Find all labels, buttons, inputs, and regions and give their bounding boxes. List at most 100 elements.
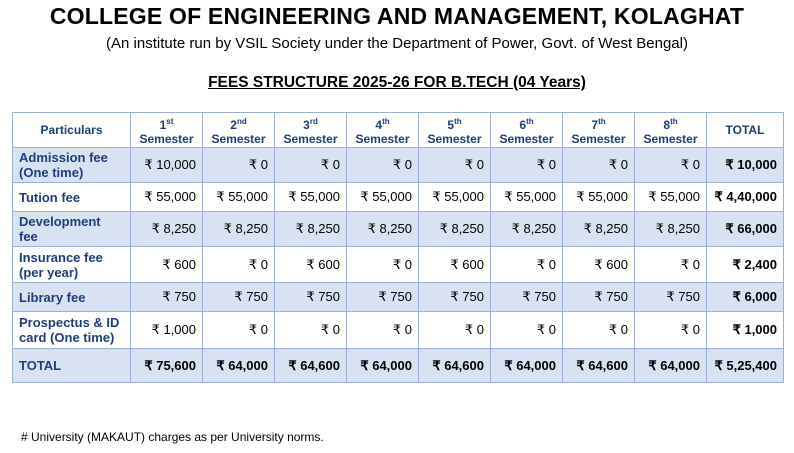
fee-cell: ₹ 0 — [346, 311, 419, 349]
fee-cell: ₹ 750 — [346, 282, 419, 312]
table-row: Admission fee (One time) ₹ 10,000 ₹ 0 ₹ 0 ₹ 0… — [12, 147, 784, 183]
semester-ordinal: th — [454, 116, 462, 126]
row-label-line: fee — [19, 229, 38, 244]
row-label-line: card (One time) — [19, 330, 115, 345]
fee-cell: ₹ 55,000 — [490, 182, 563, 212]
footnote: # University (MAKAUT) charges as per Uni… — [21, 430, 324, 444]
fee-cell: ₹ 0 — [202, 147, 275, 183]
semester-word: Semester — [499, 131, 554, 146]
fee-cell: ₹ 55,000 — [346, 182, 419, 212]
semester-ordinal: nd — [236, 116, 247, 126]
table-row: Tution fee ₹ 55,000 ₹ 55,000 ₹ 55,000 ₹ 55,0… — [12, 182, 784, 212]
fee-cell: ₹ 750 — [562, 282, 635, 312]
fee-cell: ₹ 750 — [274, 282, 347, 312]
total-row: TOTAL ₹ 75,600 ₹ 64,000 ₹ 64,600 ₹ 64,000 ₹ 6… — [12, 348, 784, 383]
fee-cell: ₹ 0 — [562, 311, 635, 349]
row-label: Library fee — [12, 282, 131, 312]
table-row: Development fee ₹ 8,250 ₹ 8,250 ₹ 8,250 ₹ 8,2… — [12, 211, 784, 247]
semester-ordinal: st — [166, 116, 174, 126]
row-label-line: Library fee — [19, 289, 86, 305]
row-label: Admission fee (One time) — [12, 147, 131, 183]
fee-cell: ₹ 8,250 — [346, 211, 419, 247]
row-total: ₹ 4,40,000 — [706, 182, 784, 212]
fee-cell: ₹ 0 — [418, 147, 491, 183]
table-row: Library fee ₹ 750 ₹ 750 ₹ 750 ₹ 750 ₹ 750 ₹ 75… — [12, 282, 784, 312]
row-label-line: Insurance fee — [19, 249, 103, 265]
fee-cell: ₹ 8,250 — [490, 211, 563, 247]
row-label-line: (per year) — [19, 264, 79, 280]
fee-cell: ₹ 55,000 — [418, 182, 491, 212]
semester-word: Semester — [283, 131, 338, 146]
total-row-label: TOTAL — [12, 348, 131, 383]
semester-number: 4 — [375, 117, 383, 132]
table-header-row: Particulars 1st Semester 2nd Semester 3rd Sem… — [12, 112, 784, 148]
fee-cell: ₹ 0 — [346, 147, 419, 183]
table-row: Insurance fee (per year) ₹ 600 ₹ 0 ₹ 600 ₹ 0 ₹… — [12, 246, 784, 283]
fee-cell: ₹ 55,000 — [130, 182, 203, 212]
fee-cell: ₹ 750 — [418, 282, 491, 312]
row-label-line: Development — [19, 214, 101, 229]
row-total: ₹ 6,000 — [706, 282, 784, 312]
row-total: ₹ 10,000 — [706, 147, 784, 183]
semester-total-cell: ₹ 64,600 — [562, 348, 635, 383]
fee-cell: ₹ 55,000 — [274, 182, 347, 212]
fee-cell: ₹ 750 — [202, 282, 275, 312]
fee-cell: ₹ 750 — [634, 282, 707, 312]
semester-number: 2 — [230, 117, 237, 132]
semester-number: 8 — [663, 117, 671, 132]
semester-ordinal: th — [382, 116, 390, 126]
fee-cell: ₹ 0 — [634, 246, 707, 283]
fee-cell: ₹ 55,000 — [634, 182, 707, 212]
semester-ordinal: rd — [309, 116, 318, 126]
fee-cell: ₹ 600 — [130, 246, 203, 283]
page-subtitle: (An institute run by VSIL Society under … — [106, 35, 688, 52]
fee-cell: ₹ 600 — [418, 246, 491, 283]
semester-total-cell: ₹ 64,000 — [346, 348, 419, 383]
fee-cell: ₹ 0 — [490, 311, 563, 349]
semester-total-cell: ₹ 64,000 — [634, 348, 707, 383]
semester-total-cell: ₹ 75,600 — [130, 348, 203, 383]
fee-cell: ₹ 8,250 — [274, 211, 347, 247]
header-semester-7: 7th Semester — [562, 112, 635, 148]
semester-word: Semester — [427, 131, 482, 146]
semester-word: Semester — [211, 131, 266, 146]
semester-number: 7 — [591, 117, 599, 132]
semester-number: 1 — [159, 117, 167, 132]
fee-cell: ₹ 0 — [202, 311, 275, 349]
semester-number: 6 — [519, 117, 527, 132]
semester-word: Semester — [139, 131, 194, 146]
header-total: TOTAL — [706, 112, 784, 148]
fee-cell: ₹ 1,000 — [130, 311, 203, 349]
semester-word: Semester — [643, 131, 698, 146]
row-total: ₹ 66,000 — [706, 211, 784, 247]
fee-cell: ₹ 600 — [274, 246, 347, 283]
header-particulars: Particulars — [12, 112, 131, 148]
semester-number: 3 — [303, 117, 310, 132]
semester-total-cell: ₹ 64,000 — [490, 348, 563, 383]
table-heading: FEES STRUCTURE 2025-26 FOR B.TECH (04 Ye… — [208, 74, 586, 91]
table-row: Prospectus & ID card (One time) ₹ 1,000 ₹ 0… — [12, 311, 784, 349]
row-label: Development fee — [12, 211, 131, 247]
row-label-line: Admission fee — [19, 150, 108, 165]
fee-cell: ₹ 0 — [274, 147, 347, 183]
row-label: Tution fee — [12, 182, 131, 212]
header-semester-8: 8th Semester — [634, 112, 707, 148]
fee-cell: ₹ 0 — [490, 246, 563, 283]
fee-cell: ₹ 0 — [418, 311, 491, 349]
grand-total-cell: ₹ 5,25,400 — [706, 348, 784, 383]
fee-cell: ₹ 0 — [634, 311, 707, 349]
header-semester-4: 4th Semester — [346, 112, 419, 148]
semester-total-cell: ₹ 64,600 — [418, 348, 491, 383]
fee-cell: ₹ 0 — [346, 246, 419, 283]
fee-cell: ₹ 0 — [634, 147, 707, 183]
fees-table: Particulars 1st Semester 2nd Semester 3rd Sem… — [12, 112, 784, 383]
page-title: COLLEGE OF ENGINEERING AND MANAGEMENT, K… — [49, 3, 745, 29]
fee-cell: ₹ 10,000 — [130, 147, 203, 183]
row-label: Insurance fee (per year) — [12, 246, 131, 283]
semester-total-cell: ₹ 64,600 — [274, 348, 347, 383]
fee-cell: ₹ 8,250 — [562, 211, 635, 247]
row-total: ₹ 2,400 — [706, 246, 784, 283]
header-semester-6: 6th Semester — [490, 112, 563, 148]
semester-word: Semester — [355, 131, 410, 146]
fee-cell: ₹ 750 — [130, 282, 203, 312]
